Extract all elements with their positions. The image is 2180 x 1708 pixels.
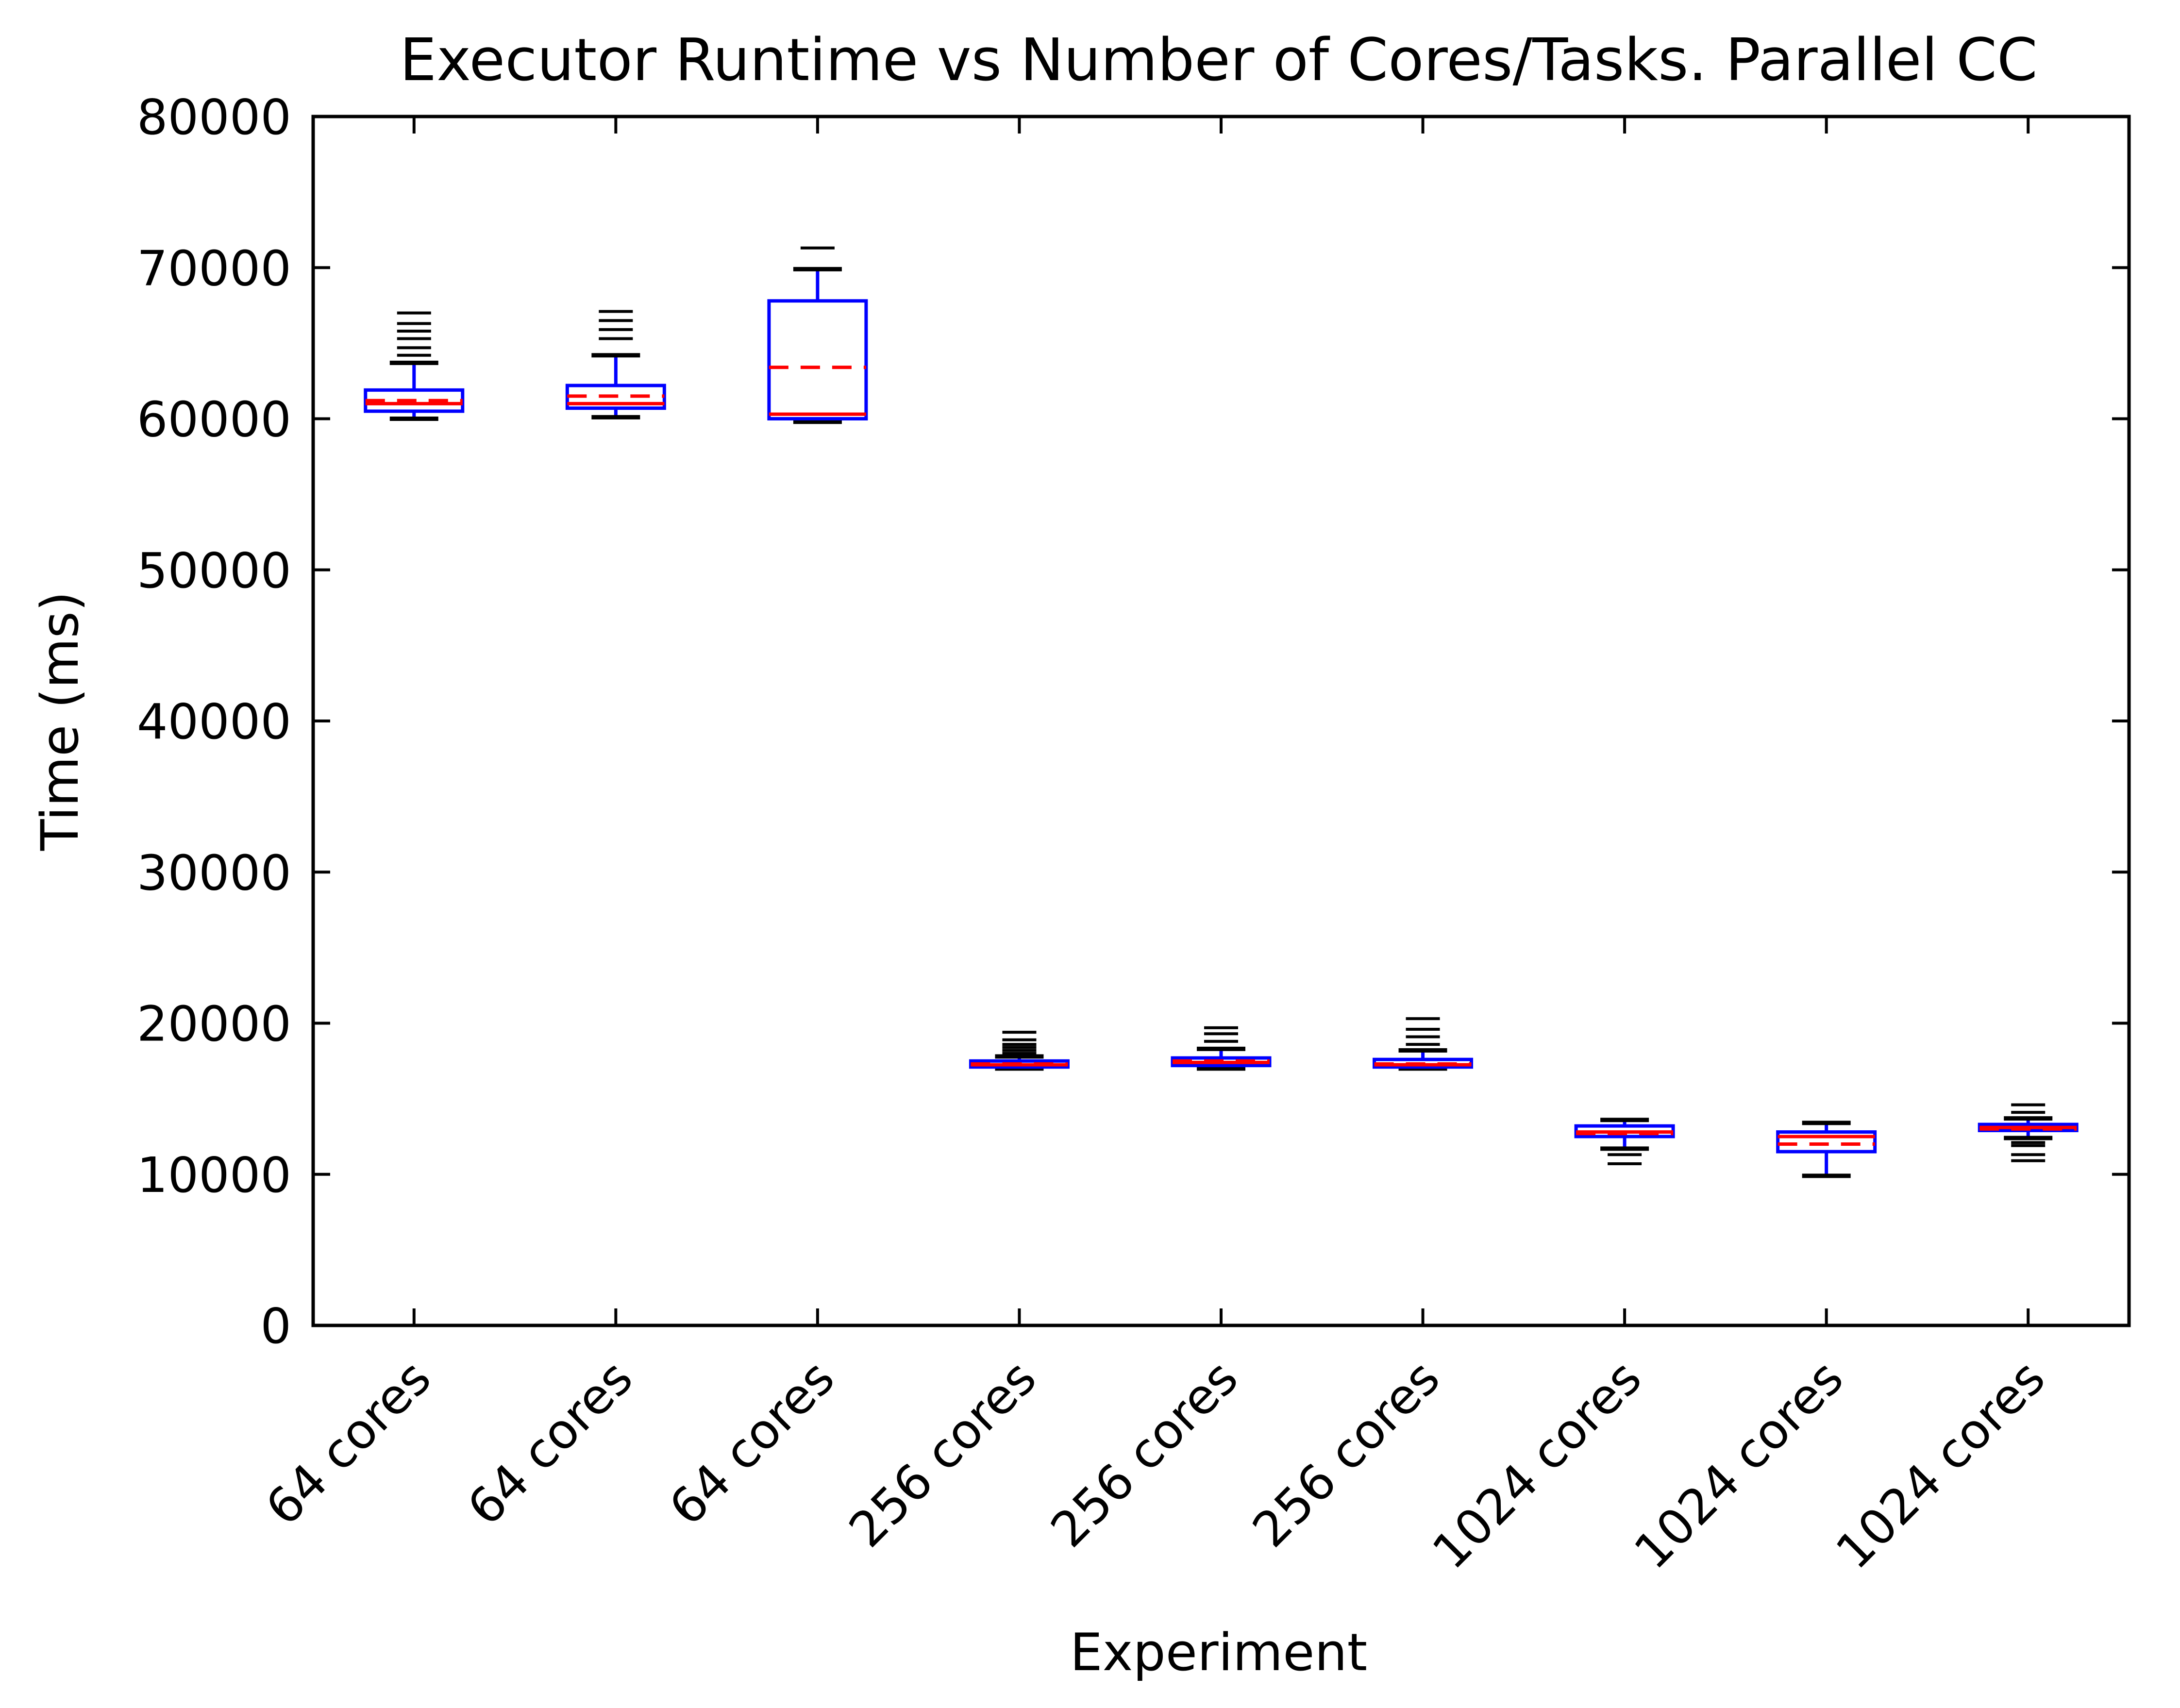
box-group-7 — [1574, 1118, 1675, 1165]
y-tick-label: 30000 — [137, 844, 291, 901]
box-group-2 — [565, 310, 666, 419]
box-group-1 — [364, 311, 465, 421]
box-group-9 — [1978, 1103, 2079, 1162]
y-tick-label: 20000 — [137, 996, 291, 1053]
y-tick-label: 80000 — [137, 89, 291, 146]
y-tick-label: 70000 — [137, 240, 291, 297]
box-group-4 — [969, 1031, 1070, 1071]
box-iqr — [1776, 1130, 1877, 1154]
chart-title: Executor Runtime vs Number of Cores/Task… — [400, 27, 2037, 94]
y-tick-label: 10000 — [137, 1147, 291, 1204]
box-group-6 — [1373, 1017, 1474, 1071]
y-tick-label: 40000 — [137, 693, 291, 750]
box-group-8 — [1776, 1121, 1877, 1178]
y-tick-label: 50000 — [137, 542, 291, 599]
axes-frame — [311, 115, 2131, 1327]
box-group-3 — [767, 246, 868, 424]
box-iqr — [767, 299, 868, 420]
y-tick-label: 60000 — [137, 391, 291, 448]
y-axis-label: Time (ms) — [30, 591, 90, 851]
box-group-5 — [1171, 1026, 1272, 1071]
x-axis-label: Experiment — [1070, 1623, 1367, 1682]
y-tick-label: 0 — [260, 1298, 291, 1355]
